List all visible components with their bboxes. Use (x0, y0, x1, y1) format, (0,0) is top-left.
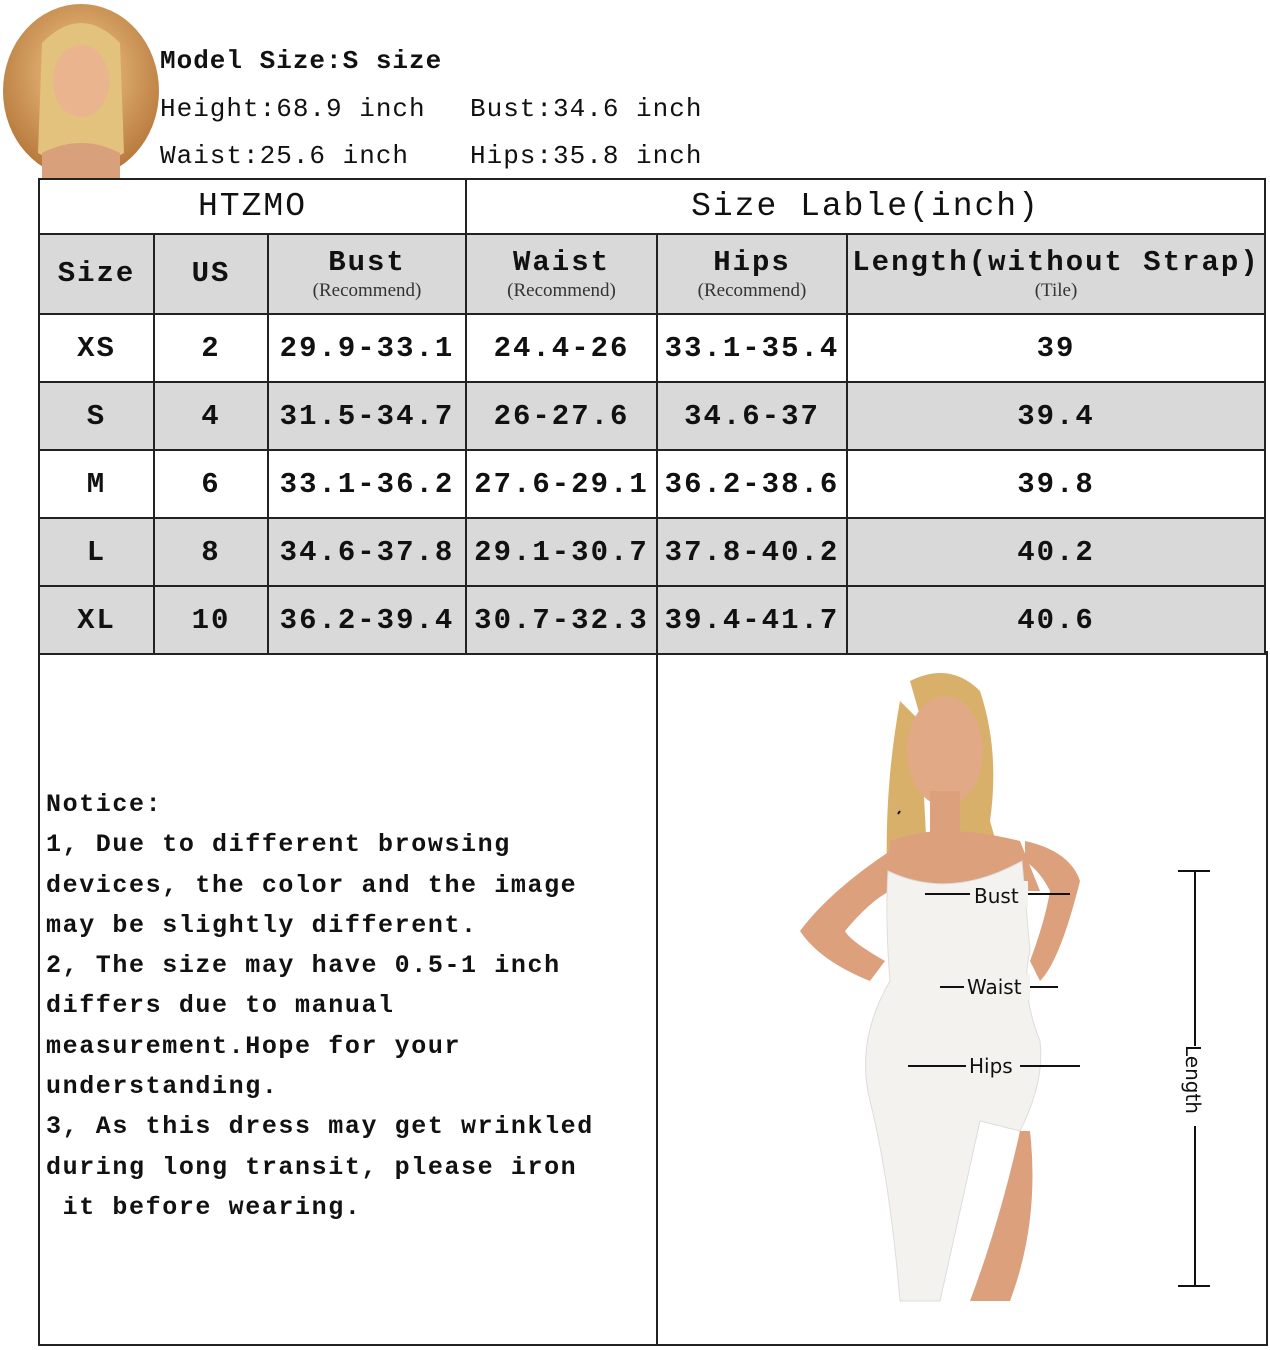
column-header: US (153, 233, 269, 315)
table-cell: 39.4 (846, 381, 1266, 451)
header-label: Waist (512, 246, 610, 280)
table-row: S 4 31.5-34.7 26-27.6 34.6-37 39.4 (38, 381, 1266, 451)
table-cell: 27.6-29.1 (465, 449, 658, 519)
table-cell: 36.2-39.4 (267, 585, 467, 655)
table-cell: M (38, 449, 155, 519)
table-cell: 39.8 (846, 449, 1266, 519)
header-sublabel: (Recommend) (697, 279, 807, 301)
table-cell: 39.4-41.7 (656, 585, 848, 655)
table-row: XL 10 36.2-39.4 30.7-32.3 39.4-41.7 40.6 (38, 585, 1266, 655)
table-cell: 10 (153, 585, 269, 655)
divider (656, 651, 658, 1344)
table-cell: 40.2 (846, 517, 1266, 587)
table-cell: 24.4-26 (465, 313, 658, 383)
table-cell: XL (38, 585, 155, 655)
header-sublabel: (Tile) (1034, 279, 1078, 301)
table-cell: 2 (153, 313, 269, 383)
column-header: Size (38, 233, 155, 315)
dress (865, 860, 1042, 1302)
table-cell: 39 (846, 313, 1266, 383)
size-table: HTZMO Size Lable(inch) Size US Bust (Recomm… (38, 178, 1266, 655)
table-cell: 26-27.6 (465, 381, 658, 451)
table-cell: XS (38, 313, 155, 383)
header-label: Length(without Strap) (852, 246, 1260, 280)
length-label: Length (1181, 1045, 1205, 1114)
table-row: M 6 33.1-36.2 27.6-29.1 36.2-38.6 39.8 (38, 449, 1266, 519)
table-cell: 37.8-40.2 (656, 517, 848, 587)
model-avatar (3, 4, 159, 178)
header-label: Hips (713, 246, 791, 280)
table-cell: 33.1-35.4 (656, 313, 848, 383)
table-cell: S (38, 381, 155, 451)
model-height: Height:68.9 inch (160, 94, 426, 124)
table-cell: 34.6-37 (656, 381, 848, 451)
arm (800, 851, 890, 981)
column-header: Length(without Strap) (Tile) (846, 233, 1266, 315)
table-cell: 6 (153, 449, 269, 519)
model-hips: Hips:35.8 inch (470, 141, 703, 171)
table-row: L 8 34.6-37.8 29.1-30.7 37.8-40.2 40.2 (38, 517, 1266, 587)
table-cell: 40.6 (846, 585, 1266, 655)
table-cell: 8 (153, 517, 269, 587)
model-size: Model Size:S size (160, 46, 443, 76)
column-header: Bust (Recommend) (267, 233, 467, 315)
brand-name: HTZMO (38, 178, 467, 235)
column-header: Waist (Recommend) (465, 233, 658, 315)
table-cell: 29.1-30.7 (465, 517, 658, 587)
header-label: Bust (328, 246, 406, 280)
table-cell: 34.6-37.8 (267, 517, 467, 587)
table-cell: 31.5-34.7 (267, 381, 467, 451)
waist-label: Waist (967, 975, 1022, 999)
header-sublabel: (Recommend) (312, 279, 422, 301)
hips-label: Hips (969, 1054, 1013, 1078)
table-cell: 30.7-32.3 (465, 585, 658, 655)
model-measurement-diagram: Bust Waist Hips Length (800, 673, 1210, 1302)
table-cell: 4 (153, 381, 269, 451)
bust-label: Bust (974, 884, 1019, 908)
header-label: Size (57, 257, 136, 291)
notice-text: Notice: 1, Due to different browsing dev… (46, 790, 594, 1222)
table-title-row: HTZMO Size Lable(inch) (38, 178, 1266, 235)
model-bust: Bust:34.6 inch (470, 94, 703, 124)
table-cell: 29.9-33.1 (267, 313, 467, 383)
table-header-row: Size US Bust (Recommend) Waist (Recommend) Hip… (38, 233, 1266, 315)
header-label: US (191, 257, 231, 291)
bottom-section: Notice: 1, Due to different browsing dev… (38, 651, 1268, 1346)
header-sublabel: (Recommend) (507, 279, 616, 301)
table-caption: Size Lable(inch) (465, 178, 1266, 235)
model-waist: Waist:25.6 inch (160, 141, 410, 171)
table-cell: L (38, 517, 155, 587)
table-cell: 36.2-38.6 (656, 449, 848, 519)
column-header: Hips (Recommend) (656, 233, 848, 315)
table-cell: 33.1-36.2 (267, 449, 467, 519)
table-row: XS 2 29.9-33.1 24.4-26 33.1-35.4 39 (38, 313, 1266, 383)
